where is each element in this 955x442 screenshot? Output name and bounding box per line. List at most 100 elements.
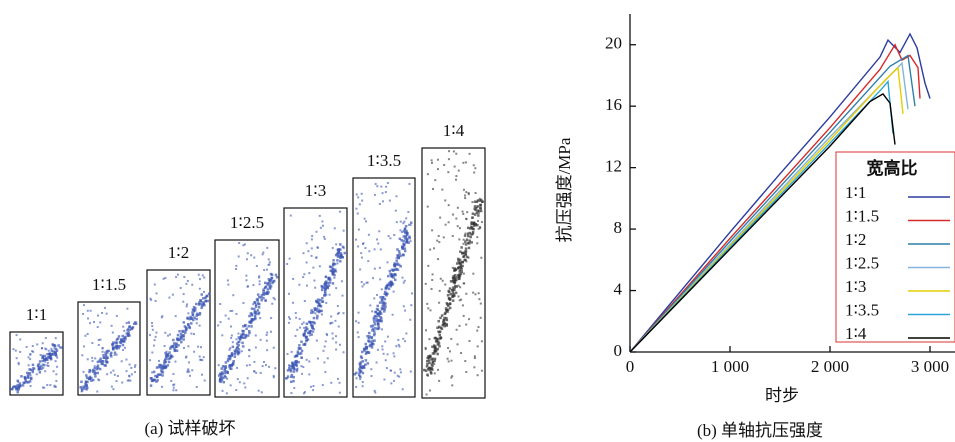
crack-dot bbox=[443, 323, 446, 326]
crack-dot bbox=[465, 371, 467, 373]
crack-dot bbox=[462, 243, 464, 245]
crack-dot bbox=[379, 301, 382, 304]
crack-dot bbox=[188, 361, 190, 363]
crack-dot bbox=[149, 334, 151, 336]
crack-dot bbox=[51, 353, 54, 356]
crack-dot bbox=[393, 273, 396, 276]
crack-dot bbox=[457, 343, 459, 345]
crack-dot bbox=[248, 332, 251, 335]
crack-dot bbox=[447, 358, 449, 360]
crack-dot bbox=[300, 356, 303, 359]
crack-dot bbox=[259, 317, 261, 319]
crack-dot bbox=[193, 317, 196, 320]
crack-dot bbox=[443, 317, 446, 320]
crack-dot bbox=[50, 348, 52, 350]
crack-dot bbox=[481, 200, 484, 203]
crack-dot bbox=[174, 350, 177, 353]
crack-dot bbox=[390, 285, 393, 288]
crack-dot bbox=[45, 337, 47, 339]
crack-dot bbox=[253, 370, 255, 372]
crack-dot bbox=[370, 325, 373, 328]
crack-dot bbox=[242, 302, 244, 304]
crack-dot bbox=[270, 273, 273, 276]
crack-dot bbox=[438, 380, 440, 382]
crack-dot bbox=[344, 252, 347, 255]
crack-dot bbox=[47, 362, 49, 364]
crack-dot bbox=[379, 203, 381, 205]
crack-dot bbox=[468, 318, 470, 320]
crack-dot bbox=[324, 285, 327, 288]
crack-dot bbox=[56, 357, 58, 359]
crack-dot bbox=[168, 361, 171, 364]
crack-dot bbox=[401, 247, 404, 250]
crack-dot bbox=[116, 344, 119, 347]
crack-dot bbox=[387, 275, 390, 278]
crack-dot bbox=[253, 361, 255, 363]
crack-dot bbox=[119, 341, 122, 344]
crack-dot bbox=[199, 355, 201, 357]
crack-dot bbox=[313, 317, 316, 320]
crack-dot bbox=[376, 294, 378, 296]
crack-dot bbox=[89, 376, 92, 379]
crack-dot bbox=[169, 357, 172, 360]
crack-dot bbox=[31, 350, 33, 352]
crack-dot bbox=[247, 377, 249, 379]
crack-dot bbox=[321, 220, 323, 222]
crack-dot bbox=[452, 235, 454, 237]
crack-dot bbox=[473, 164, 475, 166]
crack-dot bbox=[448, 150, 450, 152]
crack-dot bbox=[357, 245, 359, 247]
crack-dot bbox=[325, 276, 328, 279]
crack-dot bbox=[312, 385, 314, 387]
crack-dot bbox=[301, 373, 303, 375]
crack-dot bbox=[128, 321, 131, 324]
crack-dot bbox=[402, 388, 404, 390]
crack-dot bbox=[394, 279, 397, 282]
crack-dot bbox=[376, 305, 379, 308]
crack-dot bbox=[200, 293, 203, 296]
crack-dot bbox=[304, 332, 307, 335]
crack-dot bbox=[334, 268, 337, 271]
crack-dot bbox=[470, 226, 473, 229]
crack-dot bbox=[197, 346, 199, 348]
crack-dot bbox=[304, 391, 306, 393]
x-tick-label: 3 000 bbox=[911, 357, 949, 376]
crack-dot bbox=[459, 325, 461, 327]
crack-dot bbox=[390, 275, 393, 278]
crack-dot bbox=[30, 385, 32, 387]
crack-dot bbox=[395, 210, 397, 212]
crack-dot bbox=[126, 370, 128, 372]
crack-dot bbox=[238, 336, 241, 339]
crack-dot bbox=[87, 333, 89, 335]
crack-dot bbox=[180, 287, 182, 289]
crack-dot bbox=[330, 315, 332, 317]
crack-dot bbox=[134, 364, 136, 366]
crack-dot bbox=[400, 371, 402, 373]
crack-dot bbox=[471, 216, 474, 219]
crack-dot bbox=[230, 384, 232, 386]
crack-dot bbox=[408, 183, 410, 185]
crack-dot bbox=[106, 361, 109, 364]
crack-dot bbox=[362, 365, 365, 368]
crack-dot bbox=[462, 211, 464, 213]
crack-dot bbox=[306, 242, 308, 244]
crack-dot bbox=[460, 246, 463, 249]
crack-dot bbox=[467, 227, 470, 230]
crack-dot bbox=[82, 313, 84, 315]
specimen-label: 1∶3.5 bbox=[367, 151, 401, 170]
crack-dot bbox=[266, 334, 268, 336]
crack-dot bbox=[326, 333, 328, 335]
crack-dot bbox=[262, 253, 264, 255]
crack-dot bbox=[114, 354, 116, 356]
crack-dot bbox=[196, 322, 198, 324]
crack-dot bbox=[392, 269, 395, 272]
crack-dot bbox=[183, 293, 185, 295]
crack-dot bbox=[327, 282, 330, 285]
crack-dot bbox=[301, 350, 304, 353]
crack-dot bbox=[165, 355, 168, 358]
crack-dot bbox=[191, 369, 193, 371]
crack-dot bbox=[229, 356, 232, 359]
crack-dot bbox=[268, 258, 270, 260]
crack-dot bbox=[453, 150, 455, 152]
crack-dot bbox=[251, 319, 254, 322]
